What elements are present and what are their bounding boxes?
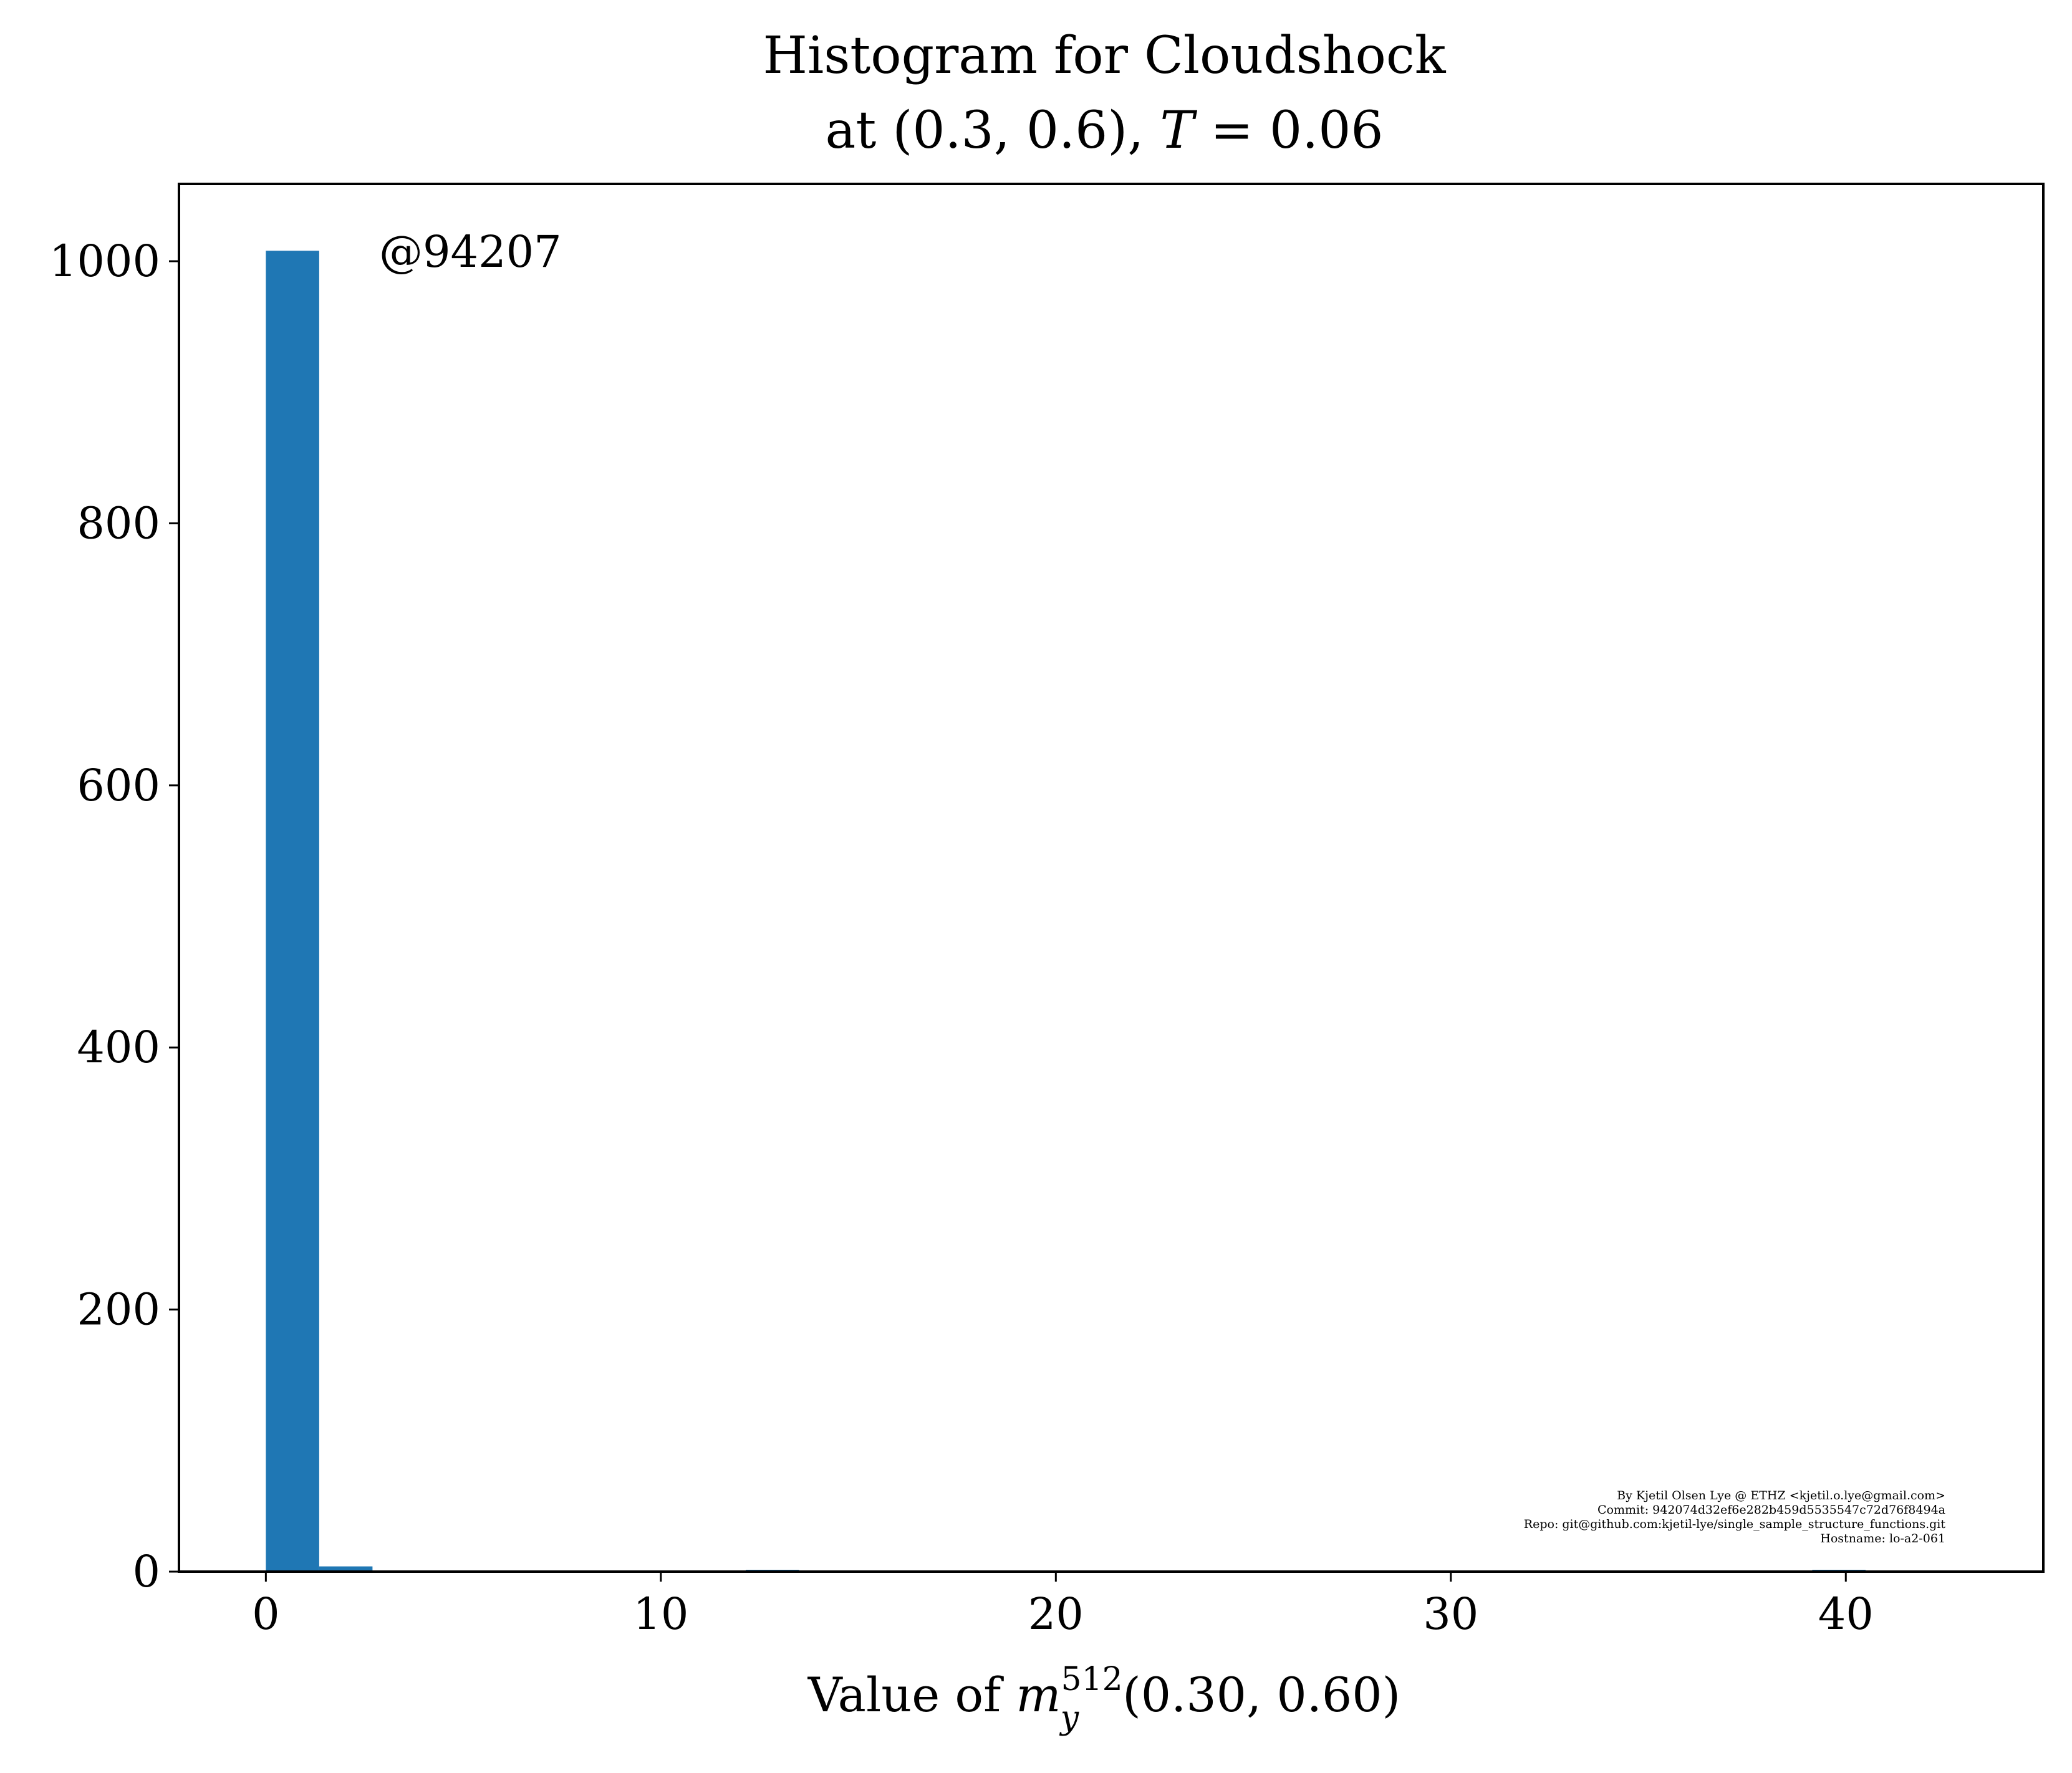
x-tick-label: 10: [633, 1588, 688, 1640]
x-tick-label: 40: [1818, 1588, 1874, 1640]
y-tick-label: 600: [77, 760, 160, 811]
signature-line-3: Repo: git@github.com:kjetil-lye/single_s…: [1524, 1517, 1946, 1531]
bars: [266, 251, 1866, 1572]
signature-line-1: By Kjetil Olsen Lye @ ETHZ <kjetil.o.lye…: [1617, 1489, 1945, 1502]
y-tick-label: 800: [77, 497, 160, 549]
signature-line-4: Hostname: lo-a2-061: [1820, 1532, 1945, 1545]
x-tick-label: 0: [252, 1588, 280, 1640]
histogram-bar-1: [266, 251, 319, 1572]
y-tick-label: 1000: [49, 236, 160, 287]
signature-block: By Kjetil Olsen Lye @ ETHZ <kjetil.o.lye…: [1524, 1489, 1946, 1545]
chart-subtitle: at (0.3, 0.6), T = 0.06: [825, 101, 1383, 160]
x-label-superscript: 512: [1061, 1661, 1123, 1698]
x-label-subscript: y: [1059, 1699, 1079, 1737]
watermark-label: @94207: [379, 226, 562, 277]
subtitle-part-1: at (0.3, 0.6),: [825, 101, 1160, 160]
x-axis-ticks: 0 10 20 30 40: [252, 1572, 1874, 1640]
x-label-variable-m: m: [1016, 1667, 1061, 1723]
y-tick-label: 400: [77, 1022, 160, 1073]
subtitle-variable-t: T: [1160, 101, 1197, 160]
y-axis-ticks: 0 200 400 600 800 1000: [49, 236, 179, 1597]
histogram-bar-2: [319, 1566, 373, 1572]
x-label-prefix: Value of: [807, 1667, 1016, 1723]
chart-title: Histogram for Cloudshock: [763, 26, 1446, 85]
y-tick-label: 200: [77, 1284, 160, 1335]
x-label-argument: (0.30, 0.60): [1122, 1667, 1400, 1723]
x-tick-label: 20: [1028, 1588, 1084, 1640]
y-tick-label: 0: [132, 1546, 160, 1597]
x-axis-label: Value of m512 y (0.30, 0.60): [807, 1661, 1400, 1737]
axes-frame: [178, 183, 2045, 1573]
signature-line-2: Commit: 942074d32ef6e282b459d5535547c72d…: [1597, 1503, 1945, 1517]
x-tick-label: 30: [1423, 1588, 1478, 1640]
subtitle-part-3: = 0.06: [1194, 101, 1383, 160]
